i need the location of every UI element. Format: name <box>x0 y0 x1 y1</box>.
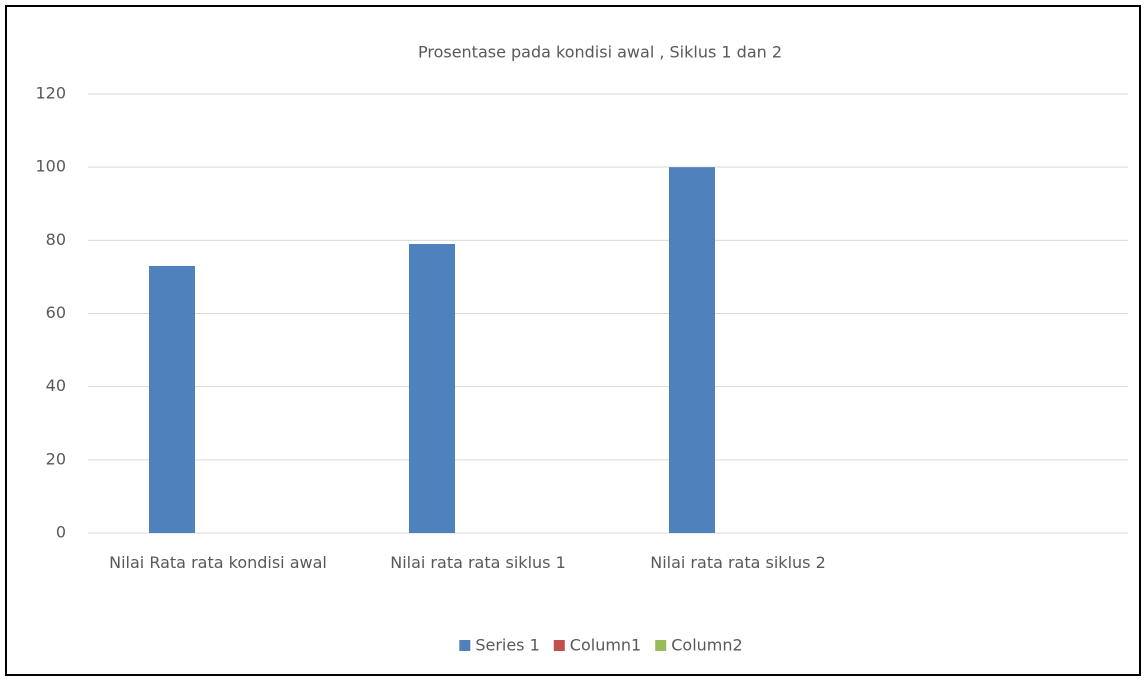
bar <box>408 243 455 533</box>
y-tick-label: 60 <box>46 303 66 322</box>
y-tick-label: 100 <box>35 157 66 176</box>
y-tick-label: 40 <box>46 376 66 395</box>
legend-swatch <box>459 640 471 651</box>
x-tick-label: Nilai Rata rata kondisi awal <box>109 553 327 572</box>
y-tick-label: 0 <box>56 523 66 542</box>
x-tick-label: Nilai rata rata siklus 2 <box>650 553 826 572</box>
chart-frame <box>5 5 1141 676</box>
y-tick-label: 120 <box>35 84 66 103</box>
chart-title: Prosentase pada kondisi awal , Siklus 1 … <box>418 43 782 62</box>
bar <box>148 265 195 533</box>
legend-label: Column2 <box>671 636 742 655</box>
legend-swatch <box>655 640 667 651</box>
y-tick-label: 20 <box>46 449 66 468</box>
legend-label: Column1 <box>570 636 641 655</box>
y-tick-label: 80 <box>46 230 66 249</box>
legend-swatch <box>553 640 565 651</box>
bar <box>668 167 715 533</box>
x-tick-label: Nilai rata rata siklus 1 <box>390 553 566 572</box>
legend-label: Series 1 <box>475 636 539 655</box>
